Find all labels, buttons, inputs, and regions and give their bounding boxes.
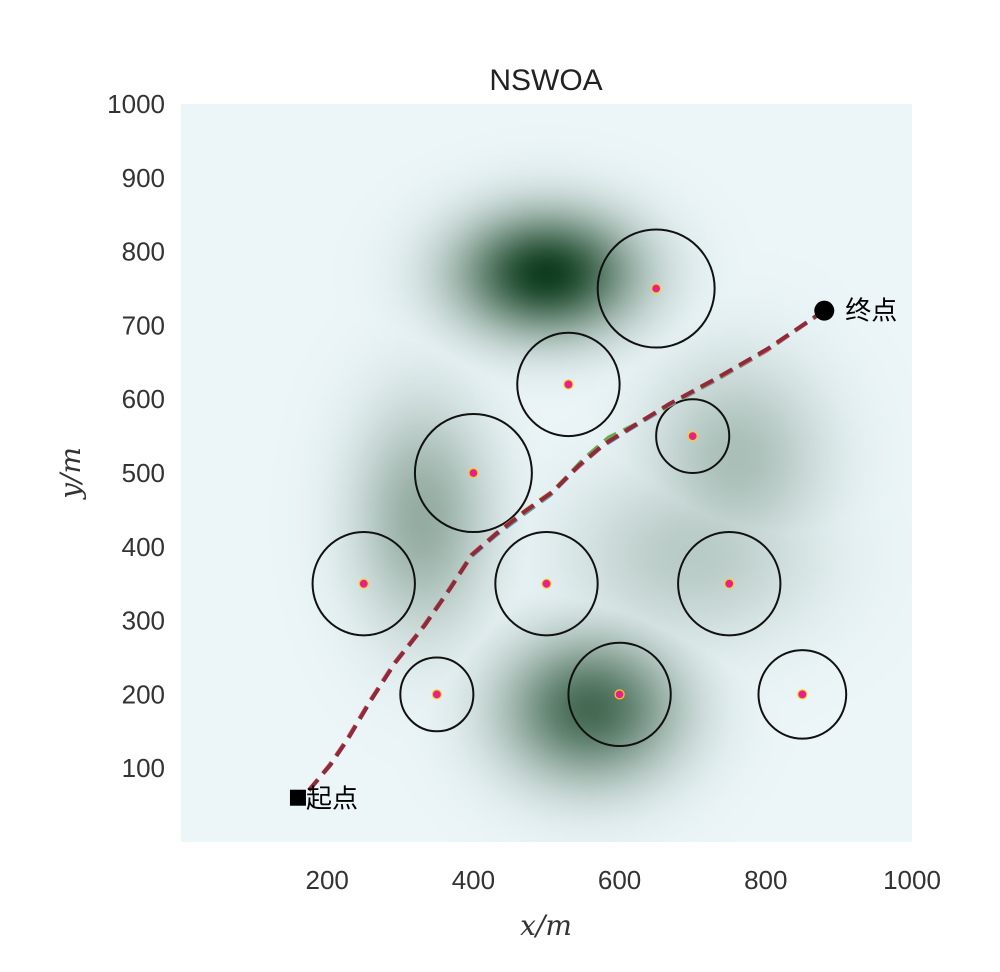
obstacle-circle-2: [516, 331, 621, 438]
y-tick-label: 100: [122, 753, 165, 783]
x-axis-ticks: 200 400 600 800 1000: [306, 865, 941, 895]
y-tick-label: 900: [122, 163, 165, 193]
obstacle-circle-5: [311, 531, 416, 637]
obstacle-center-10: [797, 689, 808, 700]
obstacle-circle-10: [757, 649, 848, 740]
goal-marker: [814, 300, 835, 321]
y-tick-label: 800: [122, 237, 165, 267]
y-tick-label: 300: [122, 606, 165, 636]
terrain-heatmap: [181, 104, 912, 842]
y-tick-label: 600: [122, 384, 165, 414]
chart-title: NSWOA: [489, 64, 602, 97]
y-tick-label: 700: [122, 310, 165, 340]
obstacle-center-7: [724, 578, 735, 589]
plot-area: 起点 终点: [181, 104, 912, 842]
goal-label: 终点: [845, 297, 897, 327]
obstacle-center-3: [687, 431, 698, 442]
obstacle-center-5: [358, 578, 369, 589]
y-tick-label: 1000: [107, 89, 165, 119]
y-tick-label: 200: [122, 679, 165, 709]
obstacle-center-6: [541, 578, 552, 589]
marker-layer: 起点 终点: [289, 297, 897, 815]
obstacle-center-9: [614, 689, 625, 700]
obstacle-center-2: [563, 379, 574, 390]
obstacle-circle-9: [567, 641, 672, 748]
x-tick-label: 800: [744, 865, 787, 895]
obstacle-circle-3: [655, 398, 731, 475]
start-marker: [289, 789, 306, 806]
obstacle-circle-6: [494, 531, 599, 637]
obstacle-circle-1: [596, 228, 716, 349]
y-axis-label: y/m: [54, 447, 87, 501]
obstacle-circle-8: [399, 656, 475, 733]
obstacle-center-4: [468, 467, 479, 479]
x-tick-label: 400: [452, 865, 495, 895]
y-tick-label: 400: [122, 532, 165, 562]
start-label: 起点: [306, 785, 358, 815]
obstacle-circle-7: [677, 531, 782, 637]
obstacle-center-1: [651, 283, 662, 294]
y-tick-label: 500: [122, 458, 165, 488]
obstacle-center-8: [431, 689, 442, 700]
x-tick-label: 600: [598, 865, 641, 895]
x-axis-label: x/m: [520, 909, 572, 942]
path-series-5: [307, 308, 826, 792]
obstacle-circle-4: [413, 412, 533, 534]
obstacle-layer: [311, 228, 848, 748]
x-tick-label: 200: [306, 865, 349, 895]
x-tick-label: 1000: [883, 865, 941, 895]
y-axis-ticks: 100 200 300 400 500 600 700 800 900 1000: [107, 89, 165, 783]
path-layer: [307, 308, 826, 792]
